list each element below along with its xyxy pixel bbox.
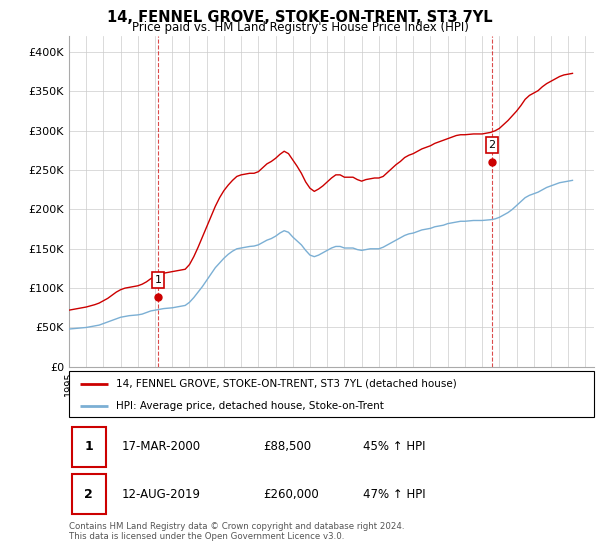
Text: 12-AUG-2019: 12-AUG-2019	[121, 488, 200, 501]
Text: 14, FENNEL GROVE, STOKE-ON-TRENT, ST3 7YL (detached house): 14, FENNEL GROVE, STOKE-ON-TRENT, ST3 7Y…	[116, 379, 457, 389]
Text: Price paid vs. HM Land Registry's House Price Index (HPI): Price paid vs. HM Land Registry's House …	[131, 21, 469, 34]
Text: £88,500: £88,500	[263, 440, 311, 453]
Bar	[71, 427, 106, 466]
Text: 45% ↑ HPI: 45% ↑ HPI	[363, 440, 425, 453]
Text: HPI: Average price, detached house, Stoke-on-Trent: HPI: Average price, detached house, Stok…	[116, 401, 384, 410]
Bar	[71, 474, 106, 514]
Text: 2: 2	[488, 140, 496, 150]
Text: £260,000: £260,000	[263, 488, 319, 501]
Text: 1: 1	[85, 440, 93, 453]
Text: 17-MAR-2000: 17-MAR-2000	[121, 440, 200, 453]
Text: 2: 2	[85, 488, 93, 501]
Text: 1: 1	[154, 275, 161, 285]
Text: Contains HM Land Registry data © Crown copyright and database right 2024.
This d: Contains HM Land Registry data © Crown c…	[69, 522, 404, 542]
Text: 14, FENNEL GROVE, STOKE-ON-TRENT, ST3 7YL: 14, FENNEL GROVE, STOKE-ON-TRENT, ST3 7Y…	[107, 10, 493, 25]
Text: 47% ↑ HPI: 47% ↑ HPI	[363, 488, 425, 501]
